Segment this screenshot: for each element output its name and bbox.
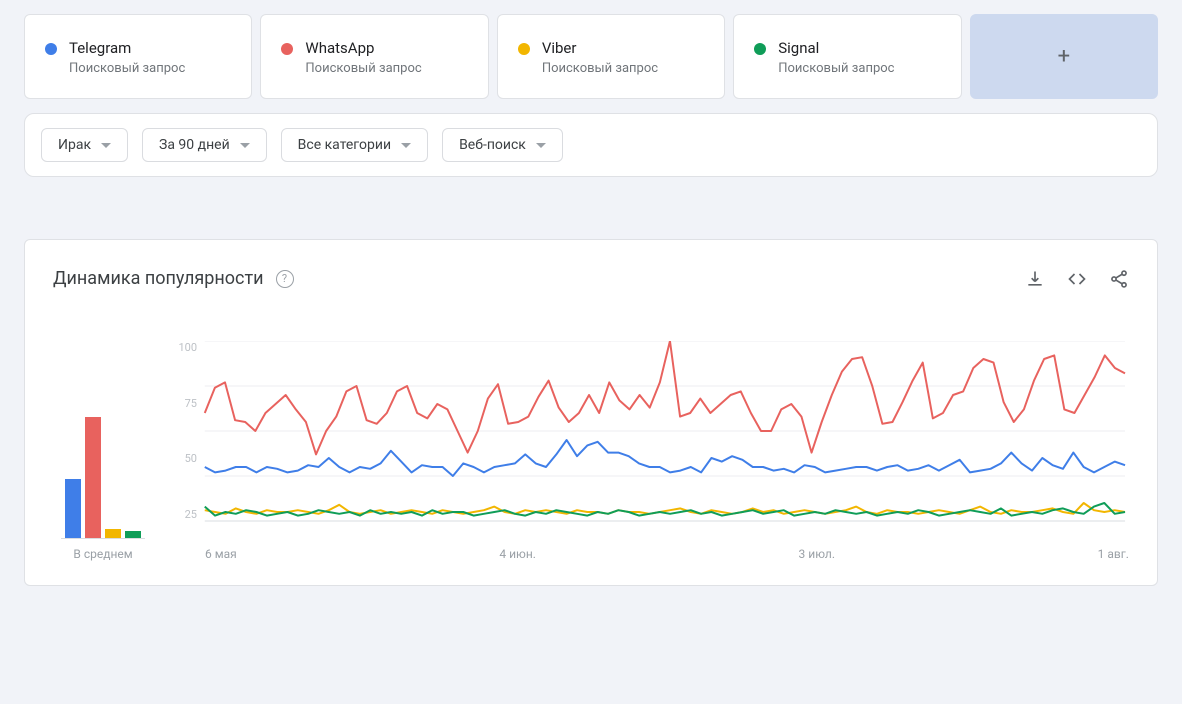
chevron-down-icon [536, 143, 546, 148]
chart-body: В среднем 100 75 50 25 6 мая 4 июн. 3 июл. 1 а… [53, 341, 1129, 561]
comparison-header: Telegram Поисковый запрос WhatsApp Поиск… [0, 0, 1182, 195]
x-tick: 6 мая [205, 547, 237, 561]
terms-row: Telegram Поисковый запрос WhatsApp Поиск… [24, 14, 1158, 99]
filter-geo-label: Ирак [58, 137, 91, 153]
share-icon[interactable] [1109, 269, 1129, 289]
avg-bars [61, 359, 145, 539]
x-axis-labels: 6 мая 4 июн. 3 июл. 1 авг. [177, 547, 1129, 561]
series-line [205, 341, 1125, 454]
add-term-button[interactable]: + [970, 14, 1158, 99]
filter-search-type-label: Веб-поиск [459, 137, 526, 153]
term-subtitle: Поисковый запрос [778, 61, 894, 76]
chart-header: Динамика популярности ? [53, 268, 1129, 289]
term-card-0[interactable]: Telegram Поисковый запрос [24, 14, 252, 99]
chevron-down-icon [240, 143, 250, 148]
term-dot-0 [45, 43, 57, 55]
term-subtitle: Поисковый запрос [69, 61, 185, 76]
avg-block: В среднем [53, 359, 153, 561]
term-card-1[interactable]: WhatsApp Поисковый запрос [260, 14, 488, 99]
term-name: WhatsApp [305, 39, 421, 57]
line-chart [177, 341, 1129, 541]
x-tick: 3 июл. [799, 547, 835, 561]
chart-card: Динамика популярности ? В среднем 100 75 5… [24, 239, 1158, 586]
term-subtitle: Поисковый запрос [542, 61, 658, 76]
term-name: Telegram [69, 39, 185, 57]
term-card-2[interactable]: Viber Поисковый запрос [497, 14, 725, 99]
term-name: Viber [542, 39, 658, 57]
y-tick: 100 [173, 341, 197, 354]
filters-bar: Ирак За 90 дней Все категории Веб-поиск [24, 113, 1158, 177]
filter-time-label: За 90 дней [159, 137, 230, 153]
avg-bar [85, 417, 101, 538]
embed-icon[interactable] [1067, 269, 1087, 289]
avg-bar [105, 529, 121, 538]
avg-label: В среднем [73, 547, 132, 561]
term-subtitle: Поисковый запрос [305, 61, 421, 76]
y-axis-labels: 100 75 50 25 [173, 341, 197, 521]
filter-category[interactable]: Все категории [281, 128, 428, 162]
term-name: Signal [778, 39, 894, 57]
term-dot-3 [754, 43, 766, 55]
chevron-down-icon [401, 143, 411, 148]
avg-bar [125, 531, 141, 538]
help-icon[interactable]: ? [276, 270, 294, 288]
chart-title: Динамика популярности [53, 268, 264, 289]
term-dot-1 [281, 43, 293, 55]
chevron-down-icon [101, 143, 111, 148]
filter-geo[interactable]: Ирак [41, 128, 128, 162]
filter-category-label: Все категории [298, 137, 391, 153]
filter-search-type[interactable]: Веб-поиск [442, 128, 563, 162]
line-chart-wrap: 100755025 6 мая4 июн.3 июл.1 авг. [177, 341, 1129, 561]
series-line [205, 440, 1125, 476]
y-tick: 50 [173, 452, 197, 465]
x-tick: 4 июн. [499, 547, 536, 561]
filter-time[interactable]: За 90 дней [142, 128, 267, 162]
plus-icon: + [1058, 44, 1070, 69]
y-tick: 25 [173, 508, 197, 521]
chart-actions [1025, 269, 1129, 289]
term-card-3[interactable]: Signal Поисковый запрос [733, 14, 961, 99]
y-tick: 75 [173, 397, 197, 410]
x-tick: 1 авг. [1098, 547, 1129, 561]
download-icon[interactable] [1025, 269, 1045, 289]
avg-bar [65, 479, 81, 538]
term-dot-2 [518, 43, 530, 55]
